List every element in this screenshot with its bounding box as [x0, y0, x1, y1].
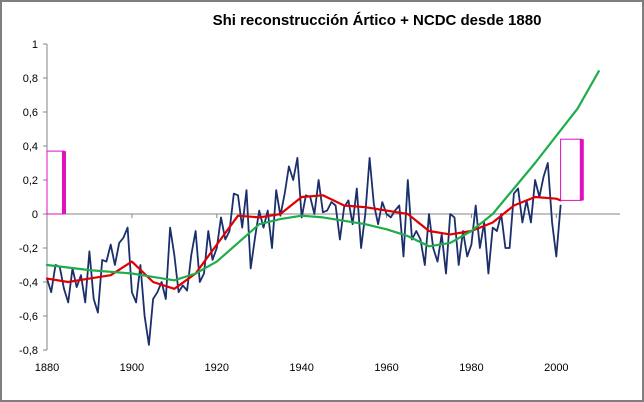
series-line-3 [45, 70, 600, 282]
chart-title: Shi reconstrucción Ártico + NCDC desde 1… [212, 12, 542, 29]
y-tick-label: 1 [32, 39, 38, 51]
series-line-1 [46, 156, 562, 346]
x-tick-label: 1940 [289, 362, 313, 374]
x-tick-label: 1900 [120, 362, 144, 374]
y-tick-label: 0 [32, 209, 38, 221]
y-tick-label: 0,8 [23, 73, 38, 85]
y-tick-label: -0,8 [19, 345, 38, 357]
series-line-2 [45, 194, 562, 290]
y-tick-label: 0,2 [23, 175, 38, 187]
y-tick-label: -0,2 [19, 243, 38, 255]
x-tick-label: 1920 [205, 362, 229, 374]
x-tick-label: 1880 [35, 362, 59, 374]
y-tick-label: 0,6 [23, 107, 38, 119]
x-tick-label: 1960 [374, 362, 398, 374]
y-tick-label: -0,6 [19, 311, 38, 323]
x-tick-label: 1980 [459, 362, 483, 374]
y-tick-label: -0,4 [19, 277, 38, 289]
x-tick-label: 2000 [544, 362, 568, 374]
bracket-outline-2 [560, 138, 583, 201]
bracket-outline-1 [46, 150, 65, 215]
y-tick-label: 0,4 [23, 141, 38, 153]
